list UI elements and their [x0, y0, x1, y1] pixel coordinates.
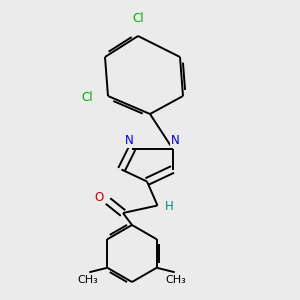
- Text: Cl: Cl: [81, 91, 93, 104]
- Text: CH₃: CH₃: [166, 275, 187, 285]
- Text: O: O: [94, 190, 103, 204]
- Text: Cl: Cl: [132, 11, 144, 25]
- Text: N: N: [124, 134, 134, 148]
- Text: N: N: [171, 134, 180, 148]
- Text: H: H: [165, 200, 174, 214]
- Text: CH₃: CH₃: [77, 275, 98, 285]
